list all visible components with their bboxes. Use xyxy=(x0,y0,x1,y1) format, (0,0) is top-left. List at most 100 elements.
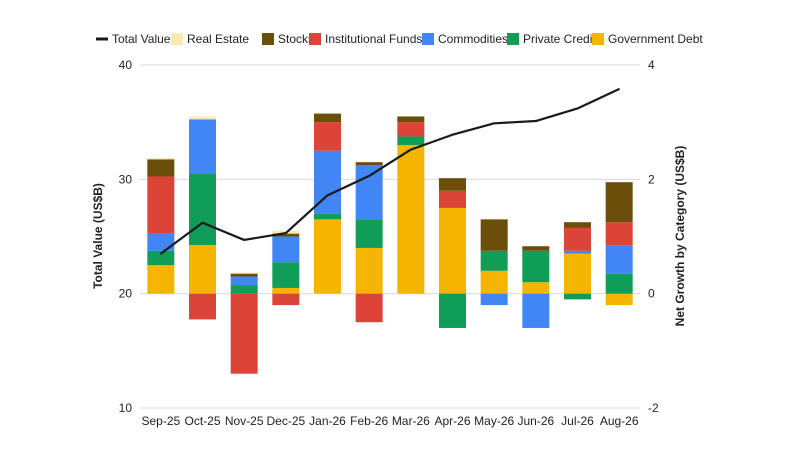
x-tick-label: Jan-26 xyxy=(309,414,346,428)
legend-swatch xyxy=(309,33,321,45)
bar-stocks-feb-26 xyxy=(355,162,383,166)
legend-label: Institutional Funds xyxy=(325,32,422,46)
bar-institutional-funds-mar-26 xyxy=(397,122,425,137)
x-tick-label: May-26 xyxy=(474,414,514,428)
total-value-line-layer xyxy=(160,88,620,255)
total-value-point-apr-26 xyxy=(451,133,454,136)
legend-item-institutional-funds: Institutional Funds xyxy=(309,32,422,46)
total-value-point-aug-26 xyxy=(618,88,620,90)
bar-government-debt-sep-25 xyxy=(147,265,175,294)
bar-stocks-may-26 xyxy=(480,219,508,251)
x-tick-label: Sep-25 xyxy=(141,414,180,428)
legend-item-total-value: Total Value xyxy=(96,32,171,46)
right-tick-label: -2 xyxy=(648,401,659,415)
legend-swatch xyxy=(422,33,434,45)
bar-government-debt-jun-26 xyxy=(522,282,550,294)
bar-stocks-nov-25 xyxy=(230,273,258,277)
legend-item-private-credit: Private Credit xyxy=(507,32,596,46)
bar-commodities-dec-25 xyxy=(272,236,300,263)
legend-label: Total Value xyxy=(112,32,171,46)
bar-private-credit-oct-25 xyxy=(189,173,216,246)
bar-commodities-jul-26 xyxy=(564,250,591,254)
bar-stocks-jan-26 xyxy=(314,113,341,123)
right-tick-label: 4 xyxy=(648,58,655,72)
bar-private-credit-jun-26 xyxy=(522,250,550,283)
bar-institutional-funds-apr-26 xyxy=(439,190,466,208)
total-value-point-dec-25 xyxy=(285,232,287,234)
x-tick-label: Feb-26 xyxy=(350,414,388,428)
bar-private-credit-mar-26 xyxy=(397,136,425,146)
bars xyxy=(147,113,633,374)
bar-government-debt-may-26 xyxy=(480,270,508,294)
gridlines xyxy=(140,64,640,409)
x-tick-label: Dec-25 xyxy=(266,414,305,428)
bar-commodities-may-26 xyxy=(480,293,508,306)
right-axis-title: Net Growth by Category (US$B) xyxy=(673,146,687,327)
bar-institutional-funds-dec-25 xyxy=(272,293,300,306)
bar-real-estate-sep-25 xyxy=(147,158,175,160)
left-tick-label: 30 xyxy=(119,172,133,186)
bar-private-credit-aug-26 xyxy=(605,273,633,294)
x-tick-label: Apr-26 xyxy=(434,414,470,428)
bar-private-credit-may-26 xyxy=(480,250,508,271)
bar-government-debt-oct-25 xyxy=(189,245,216,294)
bar-private-credit-feb-26 xyxy=(355,219,383,248)
bar-real-estate-nov-25 xyxy=(230,272,258,274)
bar-stocks-aug-26 xyxy=(605,182,633,223)
x-tick-label: Mar-26 xyxy=(392,414,430,428)
legend: Total Value Real Estate Stocks Institutiona… xyxy=(96,32,703,46)
bar-stocks-sep-25 xyxy=(147,159,175,177)
bar-stocks-apr-26 xyxy=(439,178,466,191)
bar-government-debt-aug-26 xyxy=(605,293,633,306)
bar-stocks-jul-26 xyxy=(564,222,591,228)
bar-stocks-mar-26 xyxy=(397,116,425,123)
total-value-point-mar-26 xyxy=(410,148,412,151)
bar-government-debt-jan-26 xyxy=(314,219,341,294)
left-tick-label: 10 xyxy=(119,401,133,415)
bar-commodities-feb-26 xyxy=(355,165,383,220)
total-value-line xyxy=(160,88,620,255)
bar-commodities-nov-25 xyxy=(230,276,258,286)
total-value-point-nov-25 xyxy=(243,239,245,241)
bar-government-debt-feb-26 xyxy=(355,247,383,294)
legend-swatch xyxy=(507,33,519,45)
right-axis: -2 0 2 4 xyxy=(648,58,659,415)
x-tick-label: Aug-26 xyxy=(600,414,639,428)
legend-swatch xyxy=(262,33,274,45)
bar-commodities-aug-26 xyxy=(605,245,633,274)
left-axis: 10 20 30 40 xyxy=(119,58,133,415)
bar-private-credit-nov-25 xyxy=(230,285,258,294)
legend-swatch xyxy=(171,33,183,45)
x-tick-label: Jul-26 xyxy=(561,414,594,428)
bar-stocks-jun-26 xyxy=(522,246,550,251)
bar-stocks-dec-25 xyxy=(272,233,300,237)
right-tick-label: 2 xyxy=(648,172,655,186)
total-value-point-feb-26 xyxy=(368,175,370,177)
bar-private-credit-sep-25 xyxy=(147,250,175,266)
bar-government-debt-jul-26 xyxy=(564,253,591,294)
total-value-point-jan-26 xyxy=(326,194,329,197)
legend-label: Real Estate xyxy=(187,32,249,46)
total-value-point-jun-26 xyxy=(535,120,537,122)
x-tick-label: Nov-25 xyxy=(225,414,264,428)
bar-private-credit-jul-26 xyxy=(564,293,591,300)
bar-commodities-oct-25 xyxy=(189,119,216,174)
legend-label: Private Credit xyxy=(523,32,596,46)
bar-institutional-funds-oct-25 xyxy=(189,293,216,320)
legend-label: Government Debt xyxy=(608,32,703,46)
legend-swatch xyxy=(592,33,604,45)
legend-item-commodities: Commodities xyxy=(422,32,508,46)
x-axis: Sep-25 Oct-25 Nov-25 Dec-25 Jan-26 Feb-26 Mar-… xyxy=(141,414,638,428)
bar-government-debt-apr-26 xyxy=(439,207,466,294)
x-tick-label: Oct-25 xyxy=(184,414,220,428)
legend-item-real-estate: Real Estate xyxy=(171,32,249,46)
bar-government-debt-mar-26 xyxy=(397,145,425,294)
bar-institutional-funds-jan-26 xyxy=(314,122,341,151)
legend-item-stocks: Stocks xyxy=(262,32,314,46)
bar-institutional-funds-jul-26 xyxy=(564,227,591,251)
bar-private-credit-apr-26 xyxy=(439,293,466,328)
total-value-point-may-26 xyxy=(493,122,495,125)
bar-private-credit-dec-25 xyxy=(272,262,300,288)
x-tick-label: Jun-26 xyxy=(517,414,554,428)
bar-commodities-jun-26 xyxy=(522,293,550,328)
